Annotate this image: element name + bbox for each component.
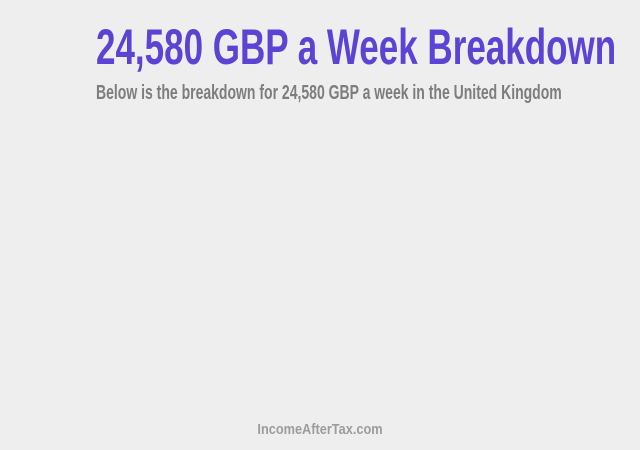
page-title: 24,580 GBP a Week Breakdown xyxy=(96,19,617,75)
page-subtitle: Below is the breakdown for 24,580 GBP a … xyxy=(96,82,562,104)
site-watermark: IncomeAfterTax.com xyxy=(257,421,383,438)
